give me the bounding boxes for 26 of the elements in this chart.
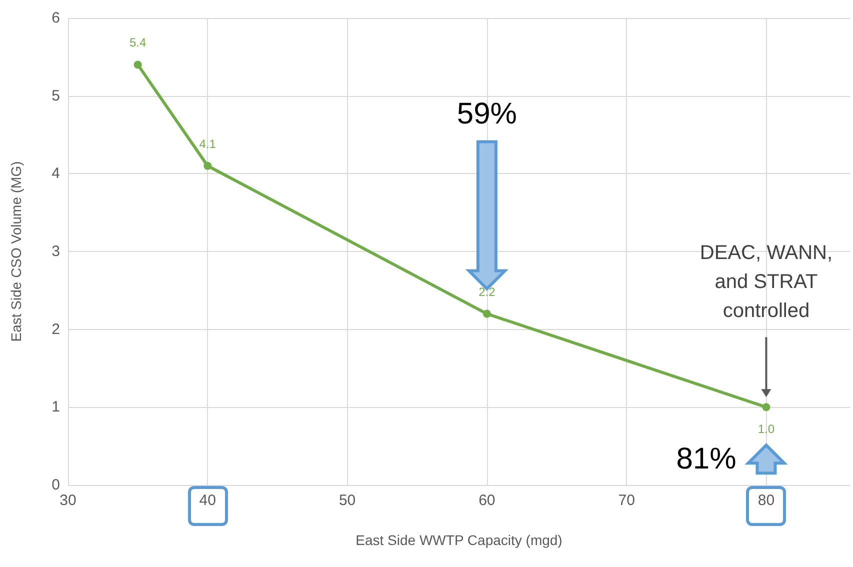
x-tick-label: 30 — [60, 492, 76, 509]
annotation: DEAC, WANN, and STRAT controlled — [700, 242, 833, 322]
data-label: 4.1 — [199, 136, 216, 151]
y-tick-label: 6 — [52, 10, 60, 26]
x-tick-label: 40 — [199, 492, 216, 509]
annotation: 59% — [456, 97, 517, 130]
data-label: 2.2 — [478, 284, 496, 299]
x-tick-label: 70 — [618, 492, 635, 509]
y-tick-label: 0 — [52, 476, 60, 494]
x-tick-label: 50 — [338, 492, 356, 509]
annotation: 81% — [676, 442, 736, 476]
x-axis-title: East Side WWTP Capacity (mgd) — [356, 532, 562, 548]
x-tick-label: 60 — [478, 492, 496, 509]
y-axis-title: East Side CSO Volume (MG) — [8, 161, 24, 342]
point — [762, 403, 770, 412]
y-tick-label: 2 — [52, 320, 60, 338]
y-tick-label: 1 — [52, 398, 60, 416]
point — [482, 310, 491, 318]
y-tick-label: 3 — [52, 243, 60, 260]
data-label: 5.4 — [129, 36, 146, 50]
point — [204, 162, 212, 170]
data-label: 1.0 — [758, 422, 775, 436]
y-tick-label: 4 — [52, 165, 60, 182]
y-tick-label: 5 — [52, 87, 60, 104]
x-tick-label: 80 — [758, 492, 775, 509]
point — [134, 60, 142, 69]
